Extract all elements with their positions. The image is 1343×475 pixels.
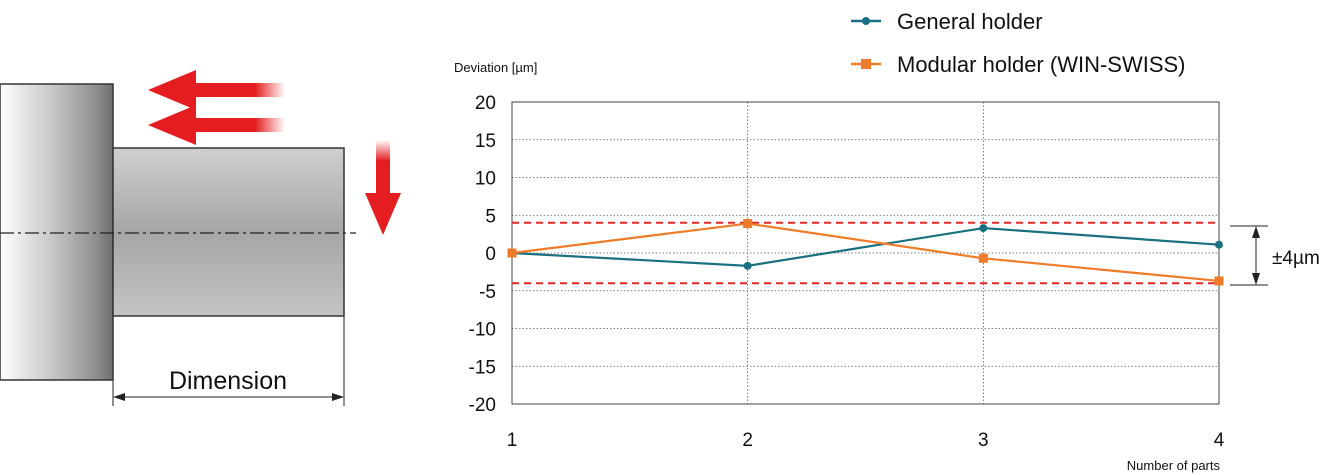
series-line-modular — [511, 222, 1220, 283]
y-axis-label: Deviation [µm] — [454, 60, 537, 75]
feed-arrow-top — [148, 70, 285, 110]
y-tick-label: 0 — [485, 244, 496, 265]
workpiece — [112, 147, 345, 317]
y-tick-label: 10 — [475, 169, 496, 190]
x-tick-label: 1 — [507, 430, 518, 451]
tolerance-label: ±4µm — [1272, 248, 1320, 269]
y-tick-label: -5 — [479, 282, 496, 303]
data-point-modular — [978, 253, 988, 263]
series-line-general — [511, 226, 1220, 267]
y-tick-labels: 20 15 10 5 0 -5 -10 -15 -20 — [469, 93, 496, 416]
chuck — [0, 83, 114, 381]
y-tick-label: -15 — [469, 357, 496, 378]
series-group — [507, 219, 1224, 286]
y-tick-label: 20 — [475, 93, 496, 114]
data-point-modular — [1214, 276, 1224, 286]
x-tick-labels: 1 2 3 4 — [507, 430, 1225, 451]
machining-diagram: Dimension — [0, 70, 401, 406]
data-point-general — [743, 261, 752, 270]
legend-label-modular: Modular holder (WIN-SWISS) — [897, 52, 1186, 77]
x-tick-label: 3 — [978, 430, 989, 451]
x-axis-label: Number of parts — [1127, 458, 1221, 473]
feed-arrow-bottom — [148, 105, 285, 145]
legend-item-modular: Modular holder (WIN-SWISS) — [851, 52, 1186, 77]
legend: General holder Modular holder (WIN-SWISS… — [851, 9, 1186, 77]
cut-arrow-down — [365, 140, 401, 235]
data-point-general — [1215, 240, 1223, 249]
tolerance-bracket: ±4µm — [1230, 225, 1320, 286]
y-tick-label: 15 — [475, 131, 496, 152]
data-point-modular — [507, 248, 517, 258]
dimension-arrowhead-left — [113, 393, 125, 401]
dimension-label: Dimension — [169, 367, 287, 395]
data-point-general — [979, 224, 988, 233]
grid — [512, 102, 1219, 404]
y-tick-label: 5 — [485, 206, 496, 227]
tolerance-lines — [512, 221, 1219, 285]
y-tick-label: -20 — [469, 395, 496, 416]
y-tick-label: -10 — [469, 320, 496, 341]
x-tick-label: 2 — [742, 430, 753, 451]
data-point-modular — [743, 219, 753, 229]
legend-item-general: General holder — [851, 9, 1043, 34]
dimension-arrowhead-right — [332, 393, 344, 401]
x-tick-label: 4 — [1214, 430, 1225, 451]
legend-label-general: General holder — [897, 9, 1043, 34]
